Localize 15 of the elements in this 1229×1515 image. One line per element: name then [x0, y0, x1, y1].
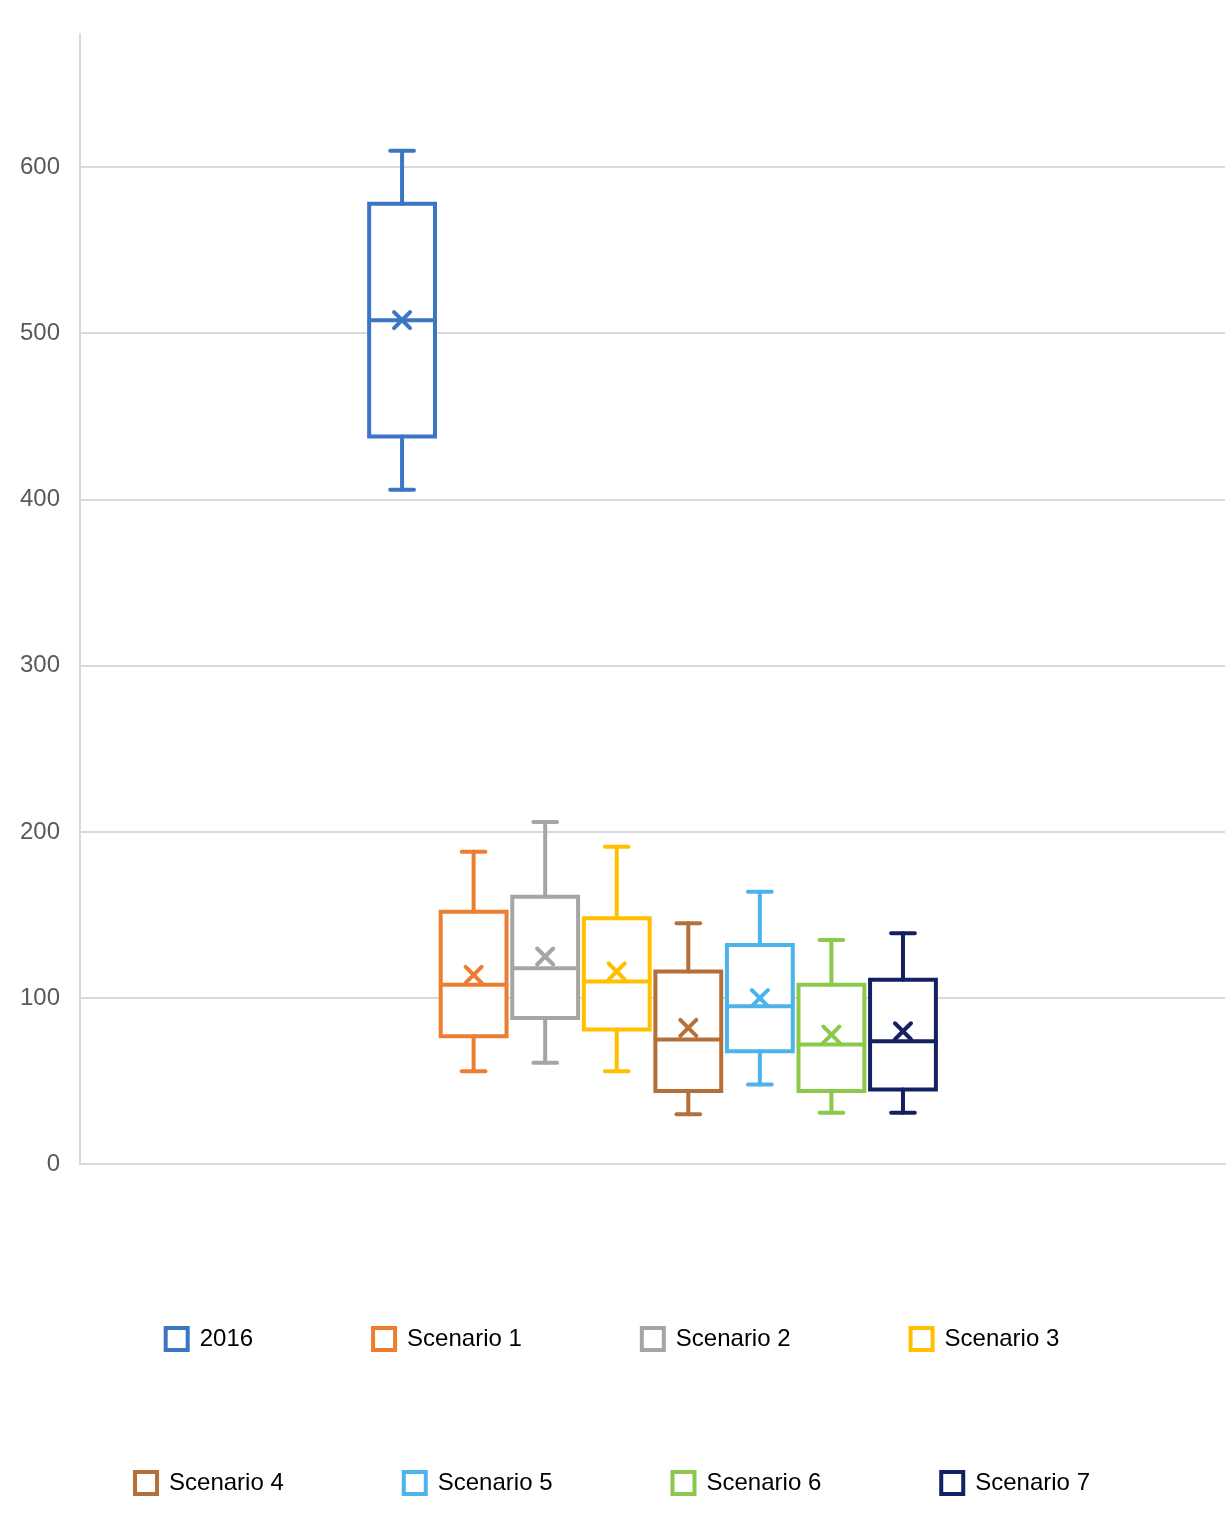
y-tick-label: 100: [20, 982, 61, 1010]
legend-label: Scenario 3: [944, 1323, 1060, 1351]
legend-label: Scenario 6: [706, 1467, 822, 1495]
legend-label: 2016: [199, 1323, 254, 1351]
y-tick-label: 600: [20, 151, 61, 179]
y-tick-label: 400: [20, 484, 61, 512]
legend-label: Scenario 5: [437, 1467, 553, 1495]
legend-label: Scenario 4: [169, 1467, 284, 1495]
y-tick-label: 500: [20, 318, 61, 346]
legend-label: Scenario 1: [407, 1323, 522, 1351]
legend-label: Scenario 2: [675, 1323, 791, 1351]
y-tick-label: 0: [46, 1148, 61, 1176]
legend-label: Scenario 7: [975, 1467, 1090, 1495]
y-tick-label: 300: [20, 650, 61, 678]
y-tick-label: 200: [20, 816, 61, 844]
